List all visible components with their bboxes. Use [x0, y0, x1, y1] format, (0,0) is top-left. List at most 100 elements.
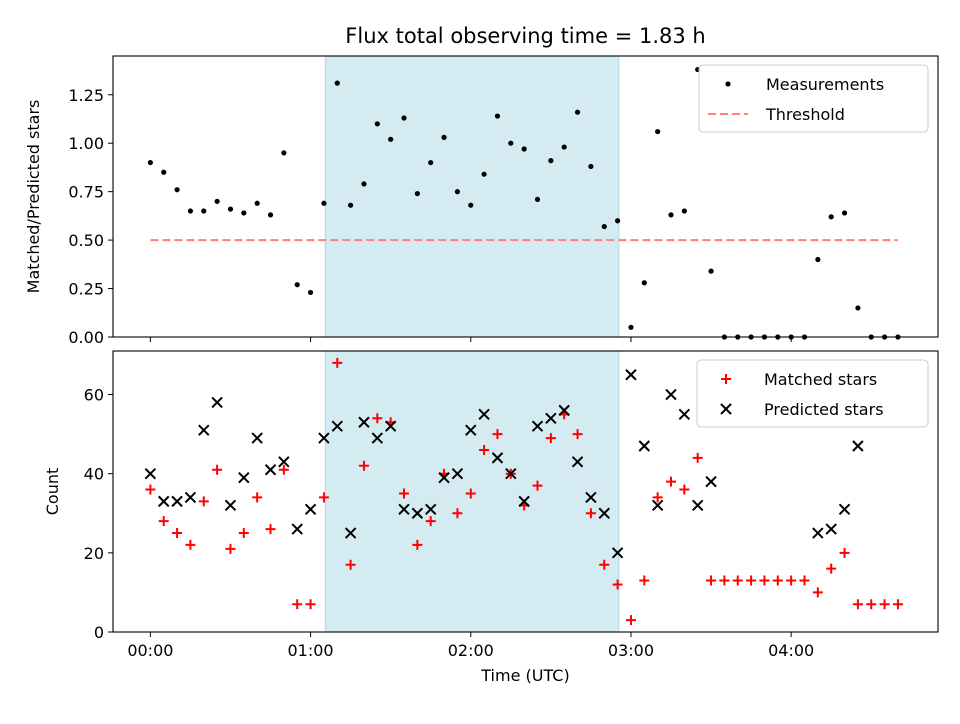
predicted-star-point — [852, 440, 864, 452]
predicted-star-point — [478, 408, 490, 421]
legend-box — [698, 64, 929, 133]
measurement-point — [574, 109, 581, 115]
y-tick-label: 0 — [94, 623, 104, 642]
y-tick-label: 60 — [84, 386, 104, 405]
matched-star-point — [198, 496, 209, 507]
measurement-point — [628, 324, 634, 330]
measurement-point — [521, 146, 527, 152]
legend-label: Predicted stars — [764, 400, 884, 419]
predicted-star-point — [438, 471, 450, 484]
matched-star-point — [278, 464, 289, 475]
y-axis-label: Count — [43, 468, 62, 516]
predicted-star-point — [171, 495, 183, 508]
measurement-point — [334, 80, 340, 86]
predicted-star-point — [665, 388, 677, 401]
predicted-star-point — [371, 432, 384, 444]
measurement-point — [641, 280, 647, 286]
axes-frame — [112, 350, 939, 633]
measurement-point — [374, 121, 380, 127]
matched-star-point — [732, 575, 743, 586]
matched-star-point — [572, 429, 583, 440]
measurement-point — [601, 223, 607, 230]
matched-star-point — [465, 488, 476, 499]
series-predicted-stars — [144, 369, 864, 559]
predicted-star-point — [638, 440, 651, 452]
predicted-star-point — [505, 467, 517, 480]
measurement-point — [828, 214, 834, 220]
predicted-star-point — [331, 420, 343, 432]
predicted-star-point — [598, 507, 610, 519]
matched-star-point — [532, 480, 543, 491]
predicted-star-point — [585, 491, 597, 504]
measurement-point — [281, 150, 287, 156]
measurement-point — [508, 140, 514, 146]
predicted-star-point — [291, 523, 303, 535]
matched-star-point — [625, 615, 636, 626]
matched-star-point — [345, 559, 356, 570]
x-tick-label: 00:00 — [127, 641, 173, 660]
matched-star-point — [612, 579, 623, 590]
predicted-star-point — [531, 420, 544, 432]
matched-star-point — [666, 476, 677, 487]
matched-star-point — [545, 433, 556, 444]
measurement-point — [414, 190, 420, 197]
matched-star-point — [772, 575, 783, 586]
matched-star-point — [318, 492, 329, 503]
axes-frame — [112, 55, 939, 338]
y-tick-label: 0.00 — [68, 328, 104, 347]
predicted-star-point — [705, 475, 717, 488]
legend-marker — [725, 81, 731, 87]
matched-star-point — [892, 599, 903, 610]
matched-star-point — [826, 563, 837, 574]
predicted-star-point — [238, 471, 250, 484]
matched-star-point — [252, 492, 263, 503]
measurement-point — [321, 200, 327, 206]
matched-star-point — [158, 516, 169, 527]
predicted-star-point — [838, 503, 851, 516]
predicted-star-point — [651, 499, 664, 512]
measurement-point — [708, 268, 714, 274]
x-tick-label: 03:00 — [608, 641, 654, 660]
predicted-star-point — [224, 499, 237, 512]
legend-box — [696, 359, 929, 428]
legend: Matched stars Predicted stars — [696, 359, 929, 428]
measurement-point — [494, 113, 501, 119]
matched-star-point — [879, 599, 890, 610]
predicted-star-point — [318, 432, 330, 444]
y-tick-label: 0.50 — [68, 231, 104, 250]
matched-star-point — [412, 539, 423, 550]
panel-1: 0.00 0.25 0.50 0.75 1.00 1.25 Flux total obser… — [24, 24, 939, 347]
predicted-star-point — [545, 412, 557, 424]
predicted-star-point — [425, 503, 437, 516]
matched-star-point — [425, 516, 436, 527]
measurement-point — [348, 202, 354, 208]
y-axis-label: Matched/Predicted stars — [24, 100, 43, 294]
predicted-star-point — [211, 396, 223, 409]
observing-window-shading — [324, 55, 620, 338]
predicted-star-point — [344, 527, 357, 539]
matched-star-point — [172, 528, 183, 539]
x-tick-label: 01:00 — [288, 641, 334, 660]
matched-star-point — [492, 429, 503, 440]
measurement-point — [481, 171, 487, 177]
measurement-point — [241, 210, 247, 216]
predicted-star-point — [518, 495, 530, 508]
matched-star-point — [292, 599, 303, 610]
measurement-point — [174, 187, 180, 193]
measurement-point — [588, 163, 594, 170]
matched-star-point — [852, 599, 863, 610]
matched-star-point — [185, 539, 196, 550]
measurement-point — [815, 256, 821, 263]
predicted-star-point — [384, 420, 397, 432]
measurement-point — [428, 159, 434, 166]
measurement-point — [214, 198, 220, 204]
measurement-point — [294, 282, 300, 288]
chart-title: Flux total observing time = 1.83 h — [345, 24, 705, 48]
series-measurements — [147, 66, 901, 340]
legend-label: Measurements — [766, 75, 884, 94]
predicted-star-point — [678, 408, 691, 421]
predicted-star-point — [158, 495, 170, 508]
measurement-point — [855, 305, 861, 311]
predicted-star-point — [411, 507, 424, 519]
matched-star-point — [692, 452, 703, 463]
